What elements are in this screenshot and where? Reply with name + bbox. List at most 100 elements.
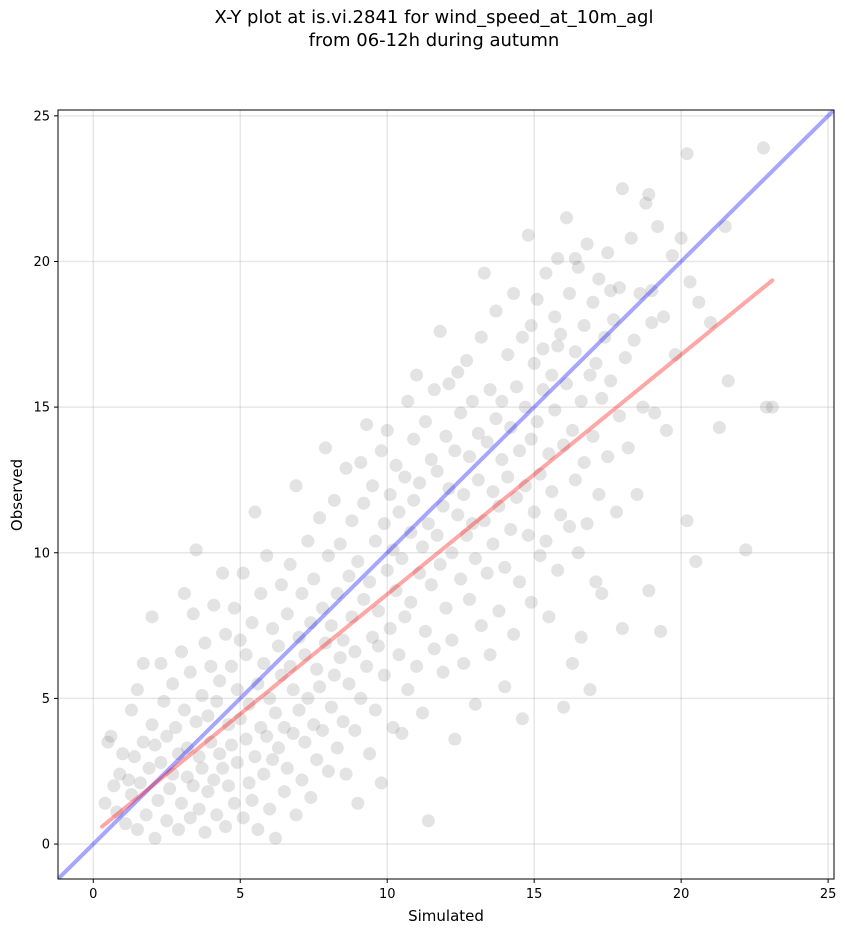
- scatter-point: [160, 814, 174, 828]
- scatter-point: [586, 429, 600, 443]
- scatter-point: [145, 610, 159, 624]
- scatter-point: [530, 292, 544, 306]
- scatter-point: [651, 220, 665, 234]
- scatter-point: [492, 499, 506, 513]
- scatter-point: [180, 741, 194, 755]
- scatter-point: [433, 557, 447, 571]
- scatter-point: [427, 383, 441, 397]
- scatter-point: [119, 817, 133, 831]
- scatter-point: [521, 228, 535, 242]
- scatter-point: [380, 563, 394, 577]
- scatter-point: [471, 473, 485, 487]
- scatter-point: [445, 633, 459, 647]
- scatter-point: [269, 831, 283, 845]
- scatter-point: [571, 260, 585, 274]
- scatter-point: [192, 750, 206, 764]
- scatter-point: [439, 429, 453, 443]
- scatter-point: [515, 712, 529, 726]
- scatter-point: [201, 709, 215, 723]
- scatter-point: [568, 473, 582, 487]
- scatter-point: [421, 517, 435, 531]
- scatter-point: [401, 394, 415, 408]
- scatter-point: [386, 721, 400, 735]
- scatter-point: [468, 552, 482, 566]
- scatter-point: [430, 528, 444, 542]
- scatter-point: [395, 726, 409, 740]
- scatter-point: [298, 735, 312, 749]
- scatter-point: [486, 537, 500, 551]
- scatter-point: [339, 767, 353, 781]
- scatter-point: [339, 461, 353, 475]
- scatter-point: [551, 339, 565, 353]
- scatter-point: [630, 488, 644, 501]
- scatter-point: [163, 782, 177, 796]
- scatter-point: [442, 377, 456, 391]
- scatter-point: [336, 715, 350, 729]
- scatter-point: [295, 773, 309, 787]
- scatter-point: [642, 584, 656, 598]
- scatter-point: [560, 211, 574, 225]
- scatter-point: [398, 470, 412, 484]
- scatter-point: [413, 566, 427, 580]
- scatter-point: [636, 400, 650, 414]
- scatter-point: [148, 738, 162, 752]
- scatter-point: [618, 351, 632, 365]
- scatter-point: [298, 648, 312, 662]
- scatter-point: [130, 683, 144, 697]
- scatter-point: [210, 808, 224, 822]
- scatter-point: [383, 488, 397, 501]
- scatter-point: [410, 659, 424, 673]
- points: [98, 141, 779, 845]
- scatter-point: [521, 528, 535, 542]
- scatter-point: [301, 691, 315, 705]
- scatter-point: [248, 750, 262, 764]
- scatter-point: [383, 621, 397, 635]
- scatter-point: [201, 785, 215, 799]
- scatter-point: [195, 761, 209, 775]
- y-tick-label: 0: [42, 838, 50, 853]
- scatter-point: [615, 182, 629, 196]
- scatter-point: [421, 814, 435, 828]
- regression-line: [100, 278, 775, 829]
- scatter-point: [363, 747, 377, 761]
- scatter-point: [595, 587, 609, 601]
- scatter-point: [601, 450, 615, 464]
- scatter-point: [607, 313, 621, 327]
- scatter-point: [683, 275, 697, 289]
- scatter-point: [659, 423, 673, 437]
- scatter-point: [463, 592, 477, 606]
- scatter-point: [266, 621, 280, 635]
- y-tick-label: 15: [33, 401, 50, 416]
- scatter-point: [539, 534, 553, 548]
- scatter-point: [442, 482, 456, 496]
- plot-frame: [57, 109, 835, 880]
- scatter-point: [254, 721, 268, 735]
- scatter-point: [486, 485, 500, 499]
- scatter-point: [330, 587, 344, 601]
- scatter-point: [166, 677, 180, 691]
- identity-line: [58, 110, 834, 879]
- chart-title-line-2: from 06-12h during autumn: [308, 30, 560, 51]
- scatter-point: [515, 330, 529, 344]
- scatter-point: [368, 703, 382, 717]
- scatter-point: [424, 453, 438, 467]
- chart-title: X-Y plot at is.vi.2841 for wind_speed_at…: [0, 6, 845, 52]
- scatter-point: [124, 703, 138, 717]
- scatter-point: [595, 391, 609, 405]
- scatter-point: [233, 633, 247, 647]
- scatter-point: [227, 601, 241, 615]
- scatter-point: [712, 421, 726, 435]
- scatter-point: [457, 656, 471, 670]
- scatter-point: [239, 648, 253, 662]
- scatter-point: [592, 272, 606, 286]
- scatter-point: [407, 493, 421, 507]
- scatter-point: [492, 604, 506, 618]
- scatter-point: [257, 656, 271, 670]
- scatter-point: [360, 659, 374, 673]
- scatter-point: [286, 726, 300, 740]
- scatter-point: [465, 517, 479, 531]
- scatter-point: [318, 636, 332, 650]
- scatter-point: [266, 753, 280, 767]
- scatter-point: [251, 677, 265, 691]
- scatter-point: [533, 549, 547, 563]
